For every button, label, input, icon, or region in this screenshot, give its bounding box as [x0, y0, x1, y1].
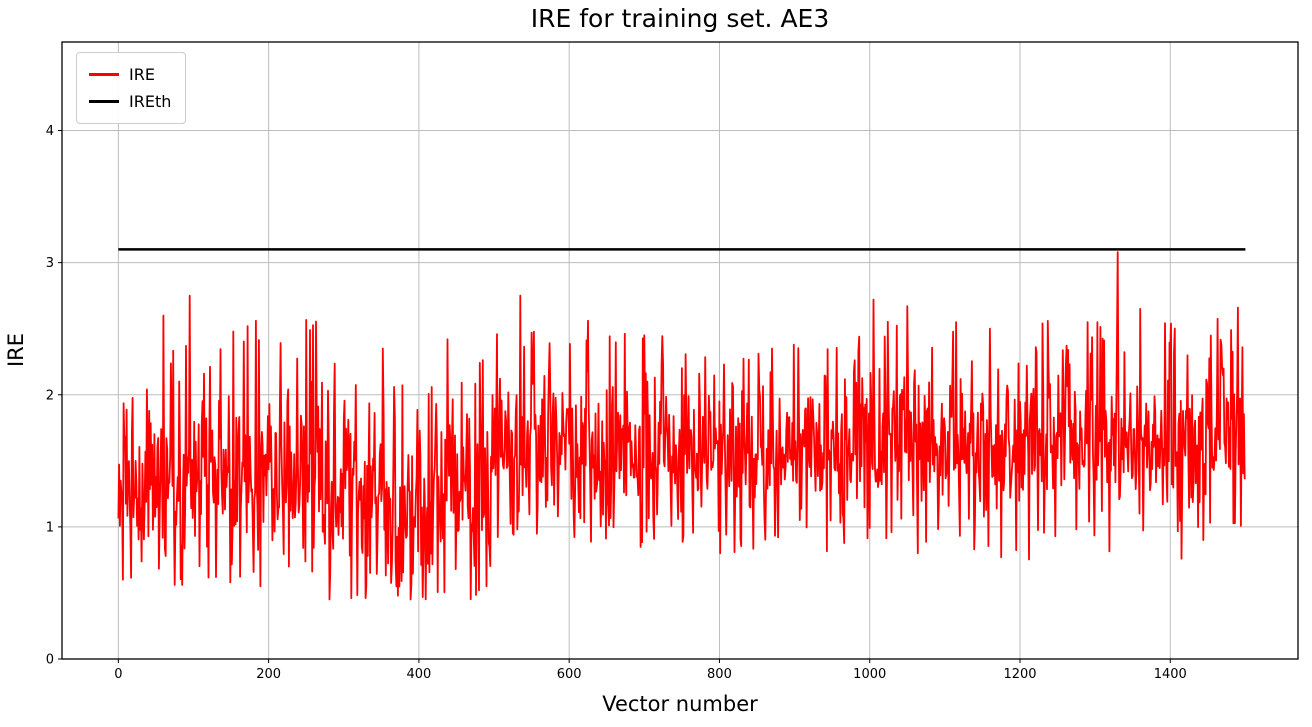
legend-entry: IRE [89, 61, 171, 88]
y-tick-label: 0 [46, 653, 54, 668]
x-tick-label: 1400 [1154, 667, 1187, 682]
legend-label: IREth [129, 92, 172, 111]
x-tick-label: 200 [256, 667, 281, 682]
chart-title: IRE for training set. AE3 [530, 4, 830, 33]
x-tick-label: 800 [707, 667, 732, 682]
x-tick-label: 400 [406, 667, 431, 682]
y-tick-label: 2 [46, 388, 54, 403]
axes-frame [61, 41, 1299, 660]
legend: IRE IREth [76, 52, 187, 124]
x-tick-label: 1200 [1003, 667, 1036, 682]
legend-line-swatch-ireth [89, 100, 119, 103]
legend-line-swatch-ire [89, 73, 119, 76]
x-tick-label: 1000 [853, 667, 886, 682]
x-tick-label: 600 [557, 667, 582, 682]
ire-series-line [117, 251, 1246, 601]
legend-entry: IREth [89, 88, 171, 115]
legend-label: IRE [129, 65, 155, 84]
x-tick-label: 0 [114, 667, 122, 682]
x-axis-label: Vector number [602, 692, 758, 716]
y-tick-label: 3 [46, 256, 54, 271]
y-tick-label: 1 [46, 520, 54, 535]
y-tick-label: 4 [46, 124, 54, 139]
